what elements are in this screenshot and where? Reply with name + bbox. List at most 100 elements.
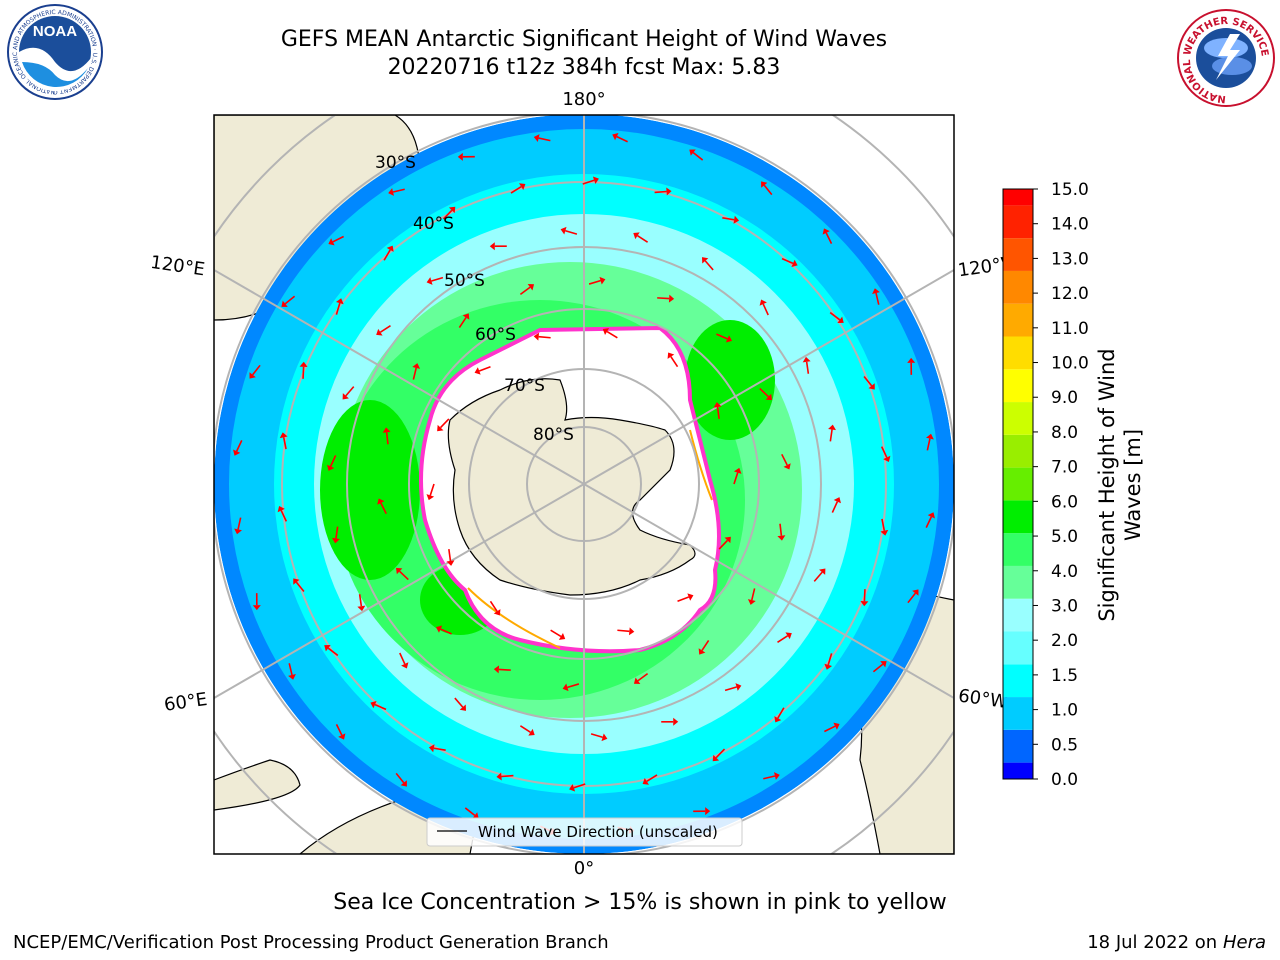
- wind-wave-arrow-shaft: [458, 317, 467, 329]
- wind-wave-arrow-shaft: [907, 592, 916, 604]
- lat-label-40s: 40°S: [413, 214, 454, 234]
- wind-wave-arrow-shaft: [379, 325, 391, 333]
- wind-wave-arrow-shaft: [280, 510, 288, 522]
- wind-wave-arrow-shaft: [412, 367, 417, 380]
- wind-wave-arrow-head: [785, 632, 792, 640]
- wind-wave-arrow-shaft: [670, 356, 679, 368]
- map-frame: [213, 114, 955, 855]
- wind-wave-arrow-head: [791, 259, 798, 268]
- wind-wave-arrow-shaft: [295, 581, 305, 593]
- wind-wave-arrow-shaft: [616, 135, 628, 143]
- wind-wave-arrow-shaft: [399, 652, 406, 665]
- wind-wave-arrow-head: [733, 467, 742, 474]
- noaa-logo-text: NOAA: [33, 23, 77, 40]
- colorbar-tick-label: 9.0: [1051, 388, 1078, 408]
- wind-wave-arrow-shaft: [875, 292, 880, 305]
- colorbar-swatch: [1003, 664, 1033, 698]
- wind-wave-arrow-shaft: [380, 502, 387, 515]
- lat-label-50s: 50°S: [444, 271, 485, 291]
- wind-wave-arrow-shaft: [704, 260, 714, 271]
- wind-wave-arrow-shaft: [805, 361, 810, 374]
- colorbar-swatch: [1003, 500, 1033, 534]
- wind-wave-arrow-head: [747, 599, 756, 605]
- wind-wave-arrow-shaft: [498, 668, 511, 671]
- wind-wave-arrow-head: [628, 627, 635, 636]
- wind-wave-arrow-head: [698, 648, 706, 655]
- wind-wave-arrow-head: [824, 663, 833, 670]
- wind-wave-arrow-shaft: [701, 639, 710, 651]
- footer-date: 18 Jul 2022 on Hera: [1087, 932, 1266, 953]
- wind-wave-arrow-shaft: [646, 774, 658, 783]
- wind-wave-arrow-shaft: [501, 774, 514, 778]
- wind-wave-arrow-head: [822, 228, 830, 235]
- wind-wave-arrow-head: [493, 665, 500, 674]
- colorbar-tick-label: 0.0: [1051, 770, 1078, 790]
- lon-label-120e: 120°E: [149, 252, 206, 280]
- wind-wave-arrow-shaft: [617, 629, 630, 633]
- colorbar-tick-label: 3.0: [1051, 596, 1078, 616]
- wind-wave-arrow-shaft: [252, 364, 261, 376]
- wind-wave-arrow-head: [331, 537, 340, 544]
- wind-wave-arrow-head: [673, 717, 679, 726]
- wind-wave-arrow-head: [496, 772, 502, 781]
- wind-wave-arrow-shaft: [237, 517, 242, 530]
- wind-wave-arrow-shaft: [733, 472, 739, 485]
- lat-label-30s: 30°S: [375, 153, 416, 173]
- wind-wave-arrow-shaft: [442, 209, 453, 220]
- wind-wave-arrow-head: [883, 455, 891, 462]
- wind-wave-arrow-shaft: [288, 663, 293, 676]
- colorbar-swatch: [1003, 762, 1033, 779]
- wind-wave-arrow-head: [279, 432, 288, 439]
- wind-wave-arrow-shaft: [567, 683, 580, 689]
- lon-label-60w: 60°W: [957, 685, 1009, 713]
- footer-credit: NCEP/EMC/Verification Post Processing Pr…: [13, 932, 609, 953]
- wind-wave-arrow-head: [689, 149, 696, 156]
- lat-label-80s: 80°S: [533, 425, 574, 445]
- wind-wave-arrow-head: [612, 133, 619, 141]
- wind-wave-arrow-shaft: [763, 775, 776, 780]
- wind-wave-arrow-shaft: [637, 235, 649, 243]
- wind-wave-arrow-shaft: [284, 295, 296, 305]
- colorbar-swatch: [1003, 467, 1033, 501]
- wind-wave-arrow-head: [880, 661, 887, 668]
- wind-wave-arrow-head: [277, 506, 285, 513]
- wind-wave-arrow-head: [819, 568, 826, 575]
- wind-wave-arrow-shaft: [588, 279, 601, 285]
- wind-wave-arrow-head: [293, 578, 300, 585]
- wind-wave-arrow-head: [233, 449, 241, 456]
- wind-wave-arrow-head: [533, 134, 540, 142]
- wind-wave-arrow-head: [437, 424, 444, 432]
- wind-wave-arrow-head: [426, 277, 433, 285]
- wind-wave-arrow-head: [428, 744, 435, 753]
- wind-wave-arrow-shaft: [677, 596, 690, 603]
- wind-wave-arrow-head: [426, 494, 435, 501]
- wind-wave-arrow-head: [533, 332, 540, 341]
- wind-wave-arrow-head: [713, 402, 722, 408]
- colorbar-swatch: [1003, 565, 1033, 599]
- wind-wave-arrow-head: [569, 783, 576, 792]
- wind-wave-arrow-shaft: [716, 333, 728, 340]
- wind-wave-arrow-shaft: [762, 303, 769, 316]
- wind-wave-arrow-shaft: [429, 483, 435, 496]
- colorbar-swatch: [1003, 598, 1033, 632]
- colorbar-swatch: [1003, 729, 1033, 763]
- wind-wave-arrow-shaft: [606, 330, 618, 339]
- wind-wave-arrow-shaft: [302, 366, 305, 379]
- wind-wave-arrow-shaft: [863, 375, 873, 387]
- wind-wave-arrow-head: [926, 433, 934, 440]
- wind-wave-arrow-shaft: [573, 783, 586, 789]
- colorbar-tick-label: 15.0: [1051, 180, 1089, 200]
- lon-label-0: 0°: [574, 858, 594, 879]
- wind-wave-arrow-shaft: [550, 629, 562, 638]
- wind-wave-arrow-head: [860, 601, 869, 607]
- wind-wave-arrow-head: [687, 593, 694, 601]
- colorbar-frame: [1002, 188, 1034, 780]
- wind-wave-arrow-head: [335, 298, 344, 305]
- wind-wave-arrow-head: [234, 528, 242, 535]
- lat-label-70s: 70°S: [504, 376, 545, 396]
- legend-label: Wind Wave Direction (unscaled): [478, 823, 718, 841]
- wind-wave-arrow-head: [412, 363, 421, 369]
- wind-wave-arrow-head: [519, 183, 526, 191]
- wind-wave-arrow-shaft: [825, 232, 833, 244]
